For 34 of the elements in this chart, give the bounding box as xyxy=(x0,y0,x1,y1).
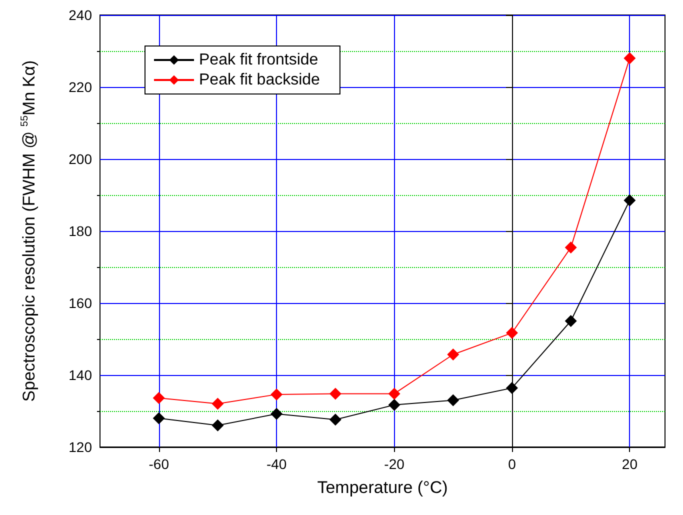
x-axis-title: Temperature (°C) xyxy=(317,478,448,497)
x-tick-label: -40 xyxy=(266,456,287,472)
point xyxy=(447,348,460,360)
legend-label: Peak fit frontside xyxy=(199,52,318,68)
point xyxy=(329,388,342,400)
point xyxy=(506,382,518,394)
x-tick-label: -20 xyxy=(384,456,405,472)
point xyxy=(270,388,283,400)
y-tick-label: 120 xyxy=(68,439,92,455)
y-tick-label: 220 xyxy=(68,79,92,95)
y-tick-label: 240 xyxy=(68,7,92,23)
legend-label: Peak fit backside xyxy=(199,72,320,88)
point xyxy=(447,394,460,406)
y-axis-title: Spectroscopic resolution (FWHM @ 55Mn Kα) xyxy=(20,60,38,402)
x-tick-label: 20 xyxy=(622,456,638,472)
point xyxy=(212,398,224,410)
point xyxy=(270,408,283,420)
x-tick-label: 0 xyxy=(508,456,516,472)
point xyxy=(624,52,636,64)
y-tick-label: 200 xyxy=(68,151,92,167)
point xyxy=(624,194,636,206)
point xyxy=(212,419,224,432)
y-tick-label: 140 xyxy=(68,367,92,383)
point xyxy=(329,414,342,426)
point xyxy=(564,315,577,327)
point xyxy=(152,392,165,404)
point xyxy=(564,242,577,254)
point xyxy=(152,412,165,424)
point xyxy=(388,398,400,411)
y-tick-label: 160 xyxy=(68,295,92,311)
y-tick-label: 180 xyxy=(68,223,92,239)
point xyxy=(506,326,518,339)
point xyxy=(388,388,400,400)
x-tick-label: -60 xyxy=(148,456,170,472)
